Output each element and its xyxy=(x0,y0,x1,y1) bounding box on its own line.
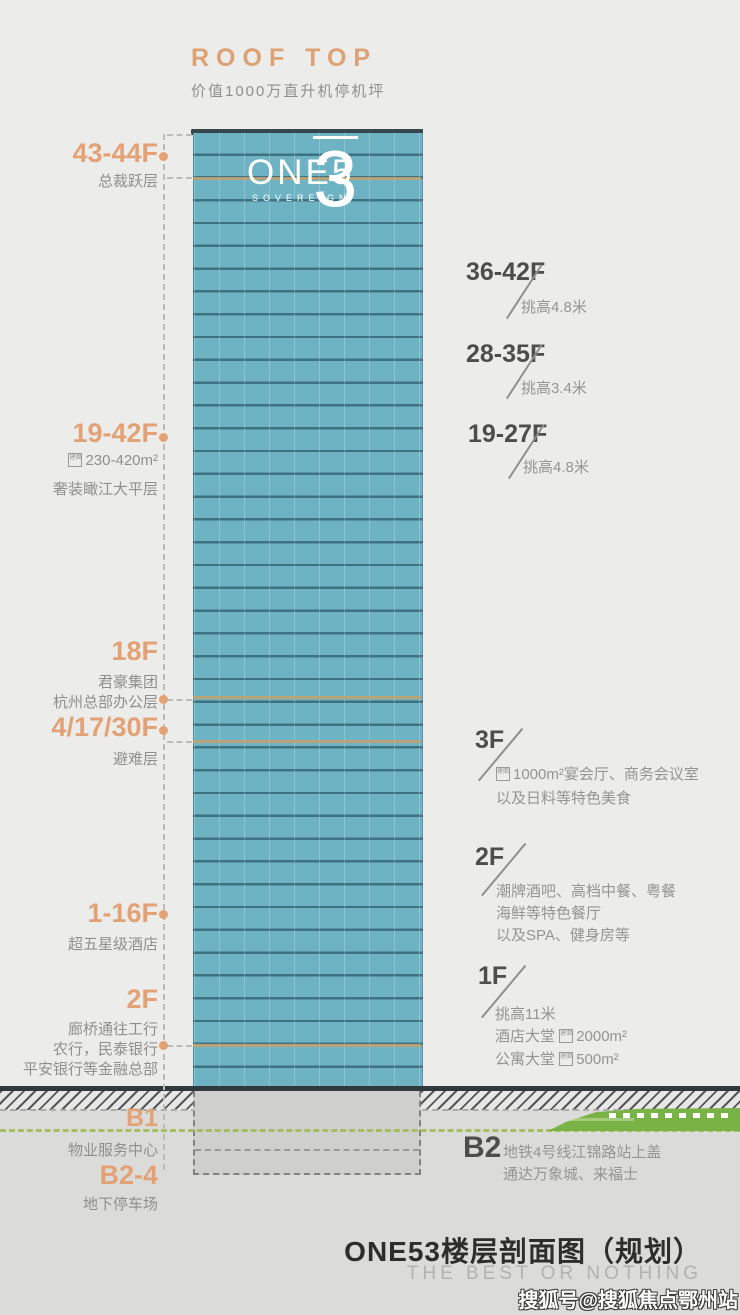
left-label-desc: 平安银行等金融总部 xyxy=(22,1061,158,1078)
roof-top-subtitle: 价值1000万直升机停机坪 xyxy=(191,83,386,100)
left-label-floor-19-42f: 19-42F xyxy=(72,418,158,448)
left-label-area: 建面 230-420m² xyxy=(68,452,158,469)
right-label-lobby1: 酒店大堂 建面 2000m² xyxy=(495,1025,627,1046)
desc-text: 1000m²宴会厅、商务会议室 xyxy=(513,766,699,783)
right-label-desc: 海鲜等特色餐厅 xyxy=(496,905,602,922)
metro-train-icon xyxy=(548,1108,740,1131)
right-label-sub: 挑高3.4米 xyxy=(521,380,587,397)
diagram-slogan: THE BEST OR NOTHING xyxy=(406,1263,702,1284)
floor-marker-dot xyxy=(159,910,168,919)
tower-facade xyxy=(193,133,423,1086)
right-label-desc: 通达万象城、来福士 xyxy=(503,1166,639,1183)
area-icon: 建面 xyxy=(559,1052,574,1066)
tower-accent-line-18f xyxy=(193,696,421,699)
tower-accent-line-2f xyxy=(193,1044,421,1047)
left-label-desc: 物业服务中心 xyxy=(67,1142,158,1159)
left-label-floor-4-17-30f: 4/17/30F xyxy=(51,712,158,742)
right-label-desc: 地铁4号线江锦路站上盖 xyxy=(503,1144,662,1161)
floor-marker-dot xyxy=(159,152,168,161)
left-label-desc: 廊桥通往工行 xyxy=(67,1021,158,1038)
area-icon: 建面 xyxy=(559,1029,574,1043)
basement-level-divider xyxy=(195,1149,419,1151)
basement-outline xyxy=(193,1091,421,1175)
lobby-value: 2000m² xyxy=(576,1028,628,1045)
left-label-desc: 奢装瞰江大平层 xyxy=(52,481,158,498)
right-label-desc: 以及日料等特色美食 xyxy=(496,790,632,807)
left-label-floor-43-44f: 43-44F xyxy=(72,138,158,168)
one53-logo-numeral: 3 xyxy=(313,134,358,223)
right-label-floor-3f: 3F xyxy=(475,726,505,754)
right-label-desc: 挑高11米 xyxy=(495,1006,556,1023)
left-label-floor-2f: 2F xyxy=(126,984,158,1014)
lobby-label: 公寓大堂 xyxy=(495,1051,556,1068)
floor-marker-dot xyxy=(159,1041,168,1050)
connector-dash xyxy=(167,1045,192,1047)
connector-dash xyxy=(167,134,192,136)
left-label-floor-18f: 18F xyxy=(111,636,158,666)
roof-top-title: ROOF TOP xyxy=(191,44,378,72)
diagram-title: ONE53楼层剖面图（规划） xyxy=(344,1236,702,1267)
left-label-desc: 超五星级酒店 xyxy=(67,936,158,953)
right-label-lobby2: 公寓大堂 建面 500m² xyxy=(495,1048,619,1069)
left-guide-dashed-line xyxy=(163,134,165,1170)
left-label-desc: 避难层 xyxy=(112,751,158,768)
tower-accent-line-44f xyxy=(193,177,421,180)
metro-track-line xyxy=(0,1129,740,1132)
area-icon: 建面 xyxy=(496,767,510,781)
ground-level-line xyxy=(0,1086,740,1091)
left-label-floor-b1: B1 xyxy=(126,1104,158,1132)
right-label-floor-19-27f: 19-27F xyxy=(468,420,548,448)
one53-logo-text: ONE5 xyxy=(247,153,355,192)
right-label-floor-28-35f: 28-35F xyxy=(466,340,546,368)
train-windows-icon xyxy=(609,1113,733,1118)
left-label-floor-1-16f: 1-16F xyxy=(87,898,158,928)
right-label-floor-36-42f: 36-42F xyxy=(466,258,546,286)
left-label-desc: 君豪集团 xyxy=(97,674,158,691)
left-label-desc: 农行，民泰银行 xyxy=(52,1041,158,1058)
connector-dash xyxy=(167,177,192,179)
right-label-sub: 挑高4.8米 xyxy=(523,459,589,476)
floor-marker-dot xyxy=(159,433,168,442)
right-label-desc: 建面 1000m²宴会厅、商务会议室 xyxy=(496,763,699,784)
right-label-desc: 以及SPA、健身房等 xyxy=(496,927,630,944)
lobby-label: 酒店大堂 xyxy=(495,1028,556,1045)
floor-marker-dot xyxy=(159,695,168,704)
area-value: 230-420m² xyxy=(85,452,158,469)
connector-dash xyxy=(167,741,192,743)
left-label-desc: 地下停车场 xyxy=(82,1196,158,1213)
right-label-floor-b2: B2 xyxy=(463,1131,502,1164)
area-icon: 建面 xyxy=(68,453,83,467)
right-label-sub: 挑高4.8米 xyxy=(521,299,587,316)
connector-dash xyxy=(167,699,192,701)
watermark-text: 搜狐号@搜狐焦点鄂州站 xyxy=(518,1290,738,1312)
one53-logo-subtext: SOVEREIGN xyxy=(252,193,351,203)
lobby-value: 500m² xyxy=(576,1051,619,1068)
ground-hatch-left xyxy=(0,1091,193,1110)
train-stripe-icon xyxy=(567,1118,635,1122)
tower-accent-line-17f xyxy=(193,740,421,743)
floor-marker-dot xyxy=(159,726,168,735)
right-label-floor-1f: 1F xyxy=(478,962,508,990)
left-label-floor-b2-4: B2-4 xyxy=(99,1160,158,1190)
ground-hatch-right xyxy=(421,1091,740,1110)
right-label-desc: 潮牌酒吧、高档中餐、粤餐 xyxy=(496,883,677,900)
tower-roof-cap xyxy=(191,129,423,135)
left-label-desc: 总裁跃层 xyxy=(97,173,158,190)
left-label-desc: 杭州总部办公层 xyxy=(52,694,158,711)
right-label-floor-2f: 2F xyxy=(475,843,505,871)
